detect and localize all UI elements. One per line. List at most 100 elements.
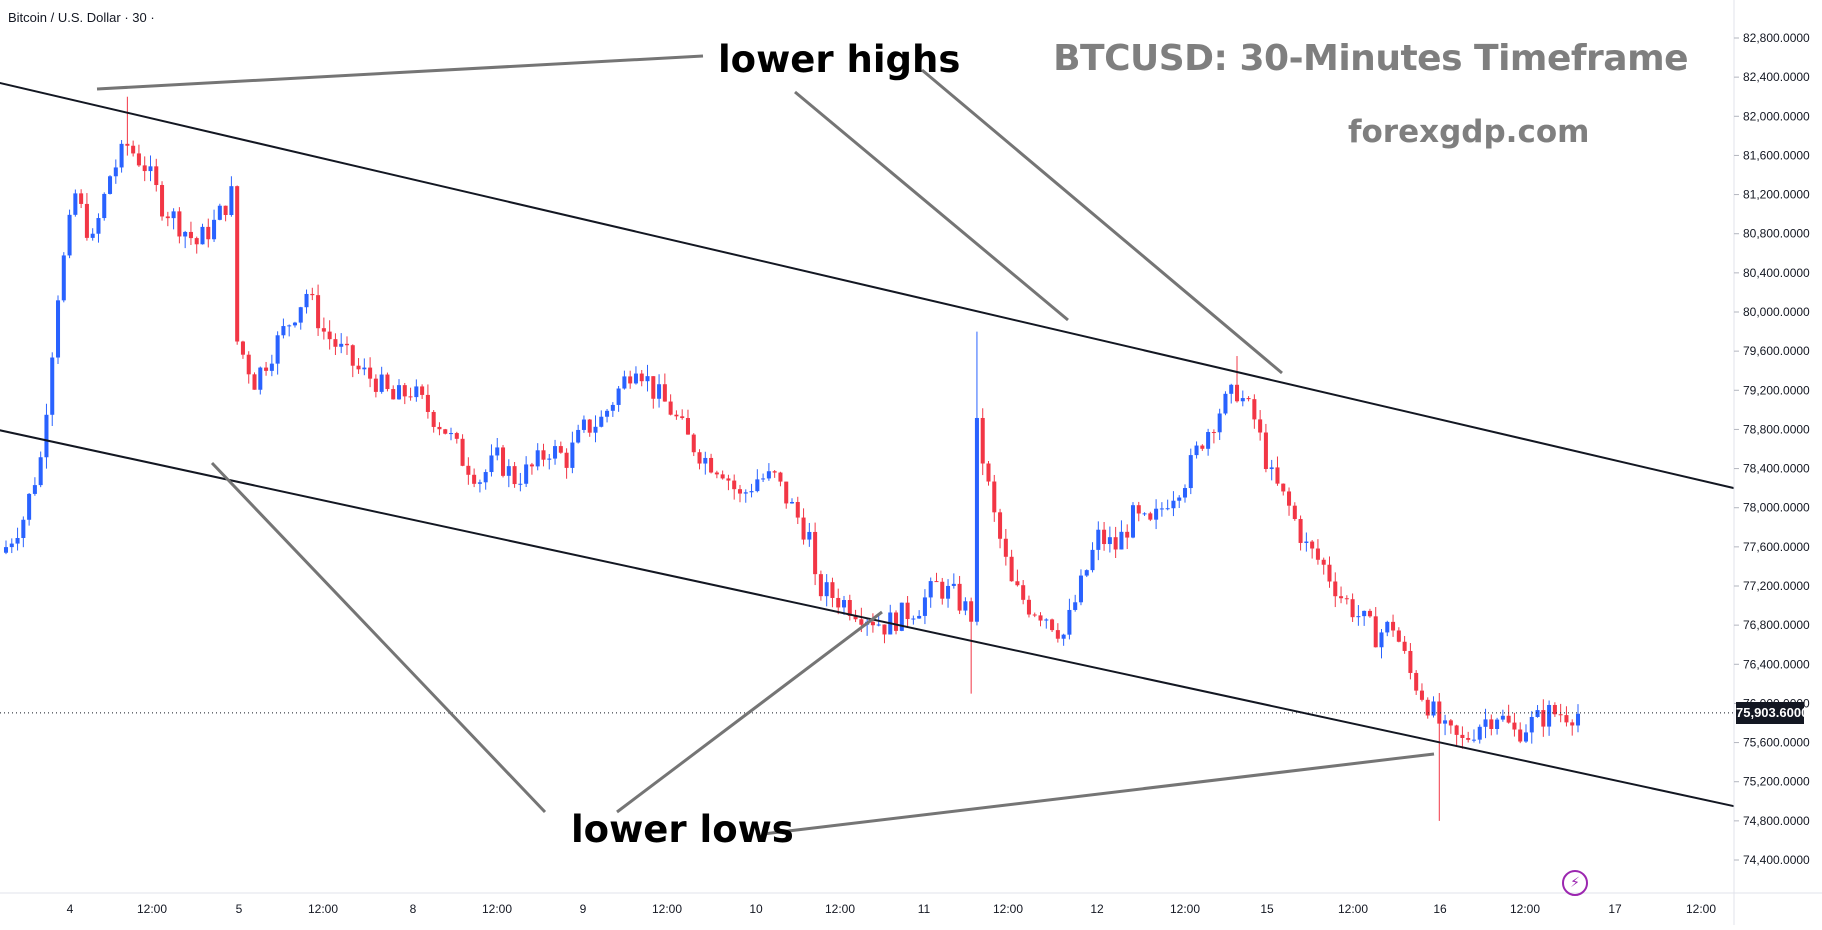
candle-body bbox=[79, 193, 84, 204]
candle-body bbox=[1009, 556, 1014, 582]
candle-body bbox=[633, 373, 638, 384]
candle-body bbox=[1298, 518, 1303, 543]
candle-body bbox=[217, 205, 222, 220]
candle-body bbox=[1558, 714, 1563, 716]
candle-body bbox=[974, 417, 979, 622]
candle-body bbox=[229, 186, 234, 215]
candle-body bbox=[841, 600, 847, 608]
x-tick-label: 4 bbox=[67, 902, 74, 916]
candle-body bbox=[501, 447, 506, 476]
candle-body bbox=[905, 602, 910, 620]
candle-body bbox=[1512, 722, 1517, 730]
candle-body bbox=[761, 478, 766, 480]
watermark-title: BTCUSD: 30-Minutes Timeframe bbox=[1053, 38, 1688, 79]
annotation-lines bbox=[0, 54, 1735, 836]
candle-body bbox=[593, 426, 598, 433]
candle-body bbox=[466, 465, 471, 475]
candle-body bbox=[1200, 445, 1205, 449]
candle-body bbox=[1287, 491, 1292, 506]
candle-body bbox=[899, 602, 904, 631]
candle-body bbox=[472, 474, 477, 484]
candle-body bbox=[813, 531, 818, 575]
candle-body bbox=[1073, 602, 1078, 610]
candle-body bbox=[749, 491, 754, 493]
candle-body bbox=[830, 582, 835, 598]
candles bbox=[3, 96, 1581, 821]
candle-body bbox=[992, 481, 997, 513]
y-tick-label: 79,200.0000 bbox=[1743, 383, 1810, 397]
candle-body bbox=[287, 325, 292, 327]
candle-body bbox=[703, 457, 708, 464]
candle-body bbox=[1379, 632, 1384, 648]
candle-body bbox=[188, 231, 193, 239]
candle-body bbox=[1188, 455, 1193, 489]
candle-body bbox=[102, 193, 107, 219]
candle-body bbox=[1570, 722, 1575, 726]
x-tick-label: 8 bbox=[410, 902, 417, 916]
candle-body bbox=[165, 216, 170, 219]
candle-body bbox=[639, 373, 644, 382]
candle-body bbox=[581, 419, 586, 430]
candle-body bbox=[720, 474, 725, 479]
x-tick-label: 16 bbox=[1433, 902, 1447, 916]
candle-body bbox=[240, 341, 245, 355]
y-tick-label: 76,400.0000 bbox=[1743, 657, 1810, 671]
candle-body bbox=[160, 185, 165, 217]
candle-body bbox=[651, 376, 656, 399]
candle-body bbox=[21, 519, 26, 539]
candle-body bbox=[685, 418, 690, 435]
candle-body bbox=[483, 472, 488, 483]
candle-body bbox=[1281, 483, 1286, 492]
candle-body bbox=[524, 464, 529, 484]
candle-body bbox=[1090, 549, 1095, 571]
candle-body bbox=[90, 233, 95, 238]
candle-body bbox=[980, 417, 985, 464]
candle-body bbox=[223, 205, 228, 215]
lightning-icon[interactable]: ⚡ bbox=[1562, 870, 1588, 896]
candle-body bbox=[1419, 690, 1424, 700]
candle-body bbox=[425, 394, 430, 412]
candle-body bbox=[882, 624, 887, 635]
candle-body bbox=[50, 357, 55, 415]
candle-body bbox=[379, 374, 384, 392]
x-tick-label: 5 bbox=[236, 902, 243, 916]
candle-body bbox=[801, 517, 806, 540]
candle-body bbox=[876, 624, 881, 626]
candle-body bbox=[1154, 508, 1159, 520]
candle-body bbox=[1223, 393, 1228, 414]
y-tick-label: 76,800.0000 bbox=[1743, 618, 1810, 632]
lower-lows-label: lower lows bbox=[571, 808, 794, 851]
x-tick-label: 12:00 bbox=[137, 902, 167, 916]
candle-body bbox=[1055, 630, 1060, 639]
candle-body bbox=[737, 489, 743, 494]
candle-body bbox=[44, 414, 49, 458]
candle-body bbox=[789, 501, 795, 504]
candle-body bbox=[1477, 726, 1482, 740]
candle-body bbox=[437, 426, 442, 430]
x-tick-label: 12 bbox=[1090, 902, 1104, 916]
candle-body bbox=[408, 396, 413, 398]
candle-body bbox=[38, 457, 43, 486]
x-tick-label: 12:00 bbox=[1510, 902, 1540, 916]
candle-body bbox=[934, 581, 939, 583]
candle-body bbox=[1489, 719, 1494, 730]
candle-body bbox=[1061, 634, 1066, 639]
candle-body bbox=[1148, 513, 1153, 520]
candle-body bbox=[732, 480, 737, 490]
y-tick-label: 82,000.0000 bbox=[1743, 109, 1810, 123]
candle-body bbox=[1431, 701, 1436, 716]
candle-body bbox=[1142, 513, 1147, 515]
candle-body bbox=[368, 367, 373, 379]
y-tick-label: 78,800.0000 bbox=[1743, 422, 1810, 436]
candle-body bbox=[922, 597, 927, 616]
candle-body bbox=[1038, 615, 1043, 621]
candle-body bbox=[1437, 701, 1442, 724]
candle-body bbox=[350, 345, 355, 366]
candle-body bbox=[755, 479, 760, 492]
candle-body bbox=[1460, 734, 1465, 738]
candle-body bbox=[807, 531, 812, 540]
candle-body bbox=[344, 343, 350, 346]
candle-body bbox=[1356, 616, 1361, 618]
